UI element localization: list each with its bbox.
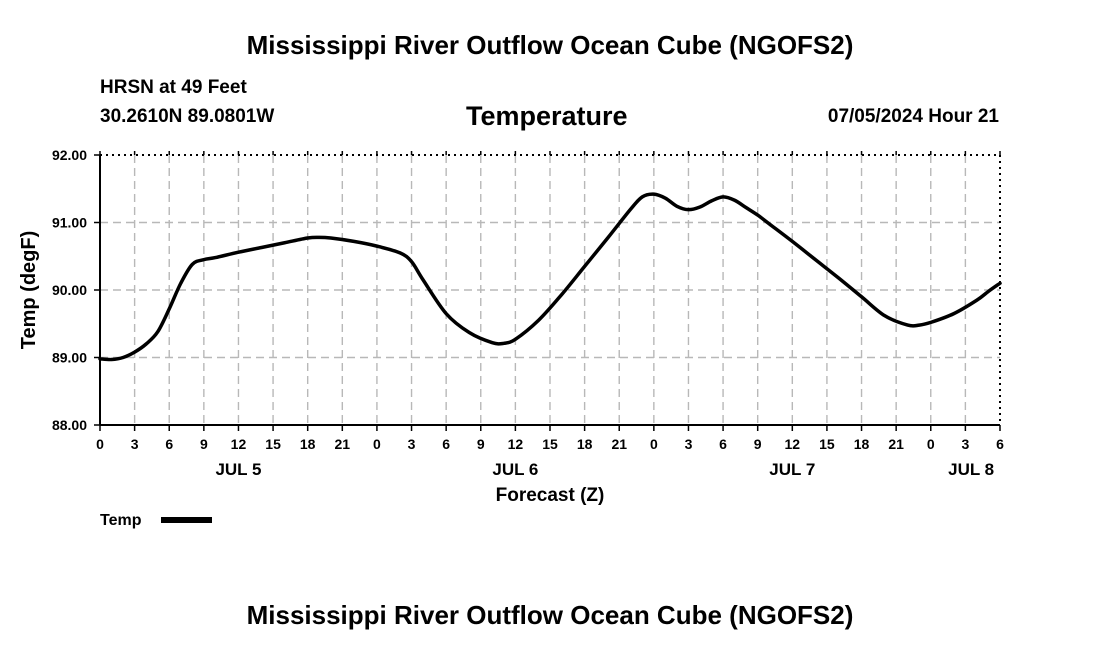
x-tick-label: 15 xyxy=(265,436,281,452)
chart-title: Temperature xyxy=(466,101,628,131)
legend: Temp xyxy=(100,512,212,529)
x-tick-label: 3 xyxy=(685,436,693,452)
x-axis-title: Forecast (Z) xyxy=(496,485,605,506)
grid xyxy=(100,155,1000,425)
x-axis: 0 3 6 9 12 15 18 21 0 3 6 9 12 15 18 21 0 3 6 9 12 15 18 21 0 3 6 xyxy=(96,151,1004,452)
x-tick-label: 12 xyxy=(785,436,801,452)
x-tick-label: 0 xyxy=(96,436,104,452)
x-tick-label: 15 xyxy=(542,436,558,452)
x-tick-label: 12 xyxy=(508,436,524,452)
y-tick-label: 92.00 xyxy=(52,147,87,163)
y-tick-label: 89.00 xyxy=(52,350,87,366)
x-tick-label: 9 xyxy=(200,436,208,452)
legend-label: Temp xyxy=(100,512,142,529)
x-tick-label: 15 xyxy=(819,436,835,452)
day-label: JUL 5 xyxy=(215,460,261,479)
footer-title: Mississippi River Outflow Ocean Cube (NG… xyxy=(246,600,854,630)
day-label: JUL 7 xyxy=(769,460,815,479)
x-tick-label: 18 xyxy=(854,436,870,452)
forecast-datetime: 07/05/2024 Hour 21 xyxy=(827,106,999,127)
coordinates-label: 30.2610N 89.0801W xyxy=(100,106,275,127)
y-axis-title: Temp (degF) xyxy=(18,231,40,350)
day-labels: JUL 5 JUL 6 JUL 7 JUL 8 xyxy=(215,460,994,479)
x-tick-label: 21 xyxy=(611,436,627,452)
x-tick-label: 6 xyxy=(442,436,450,452)
x-tick-label: 6 xyxy=(719,436,727,452)
x-tick-label: 6 xyxy=(165,436,173,452)
x-tick-label: 0 xyxy=(373,436,381,452)
x-tick-label: 21 xyxy=(335,436,351,452)
x-tick-label: 6 xyxy=(996,436,1004,452)
x-tick-label: 3 xyxy=(131,436,139,452)
day-label: JUL 8 xyxy=(948,460,994,479)
station-label: HRSN at 49 Feet xyxy=(100,77,247,98)
y-tick-label: 90.00 xyxy=(52,282,87,298)
legend-swatch xyxy=(161,517,212,523)
x-tick-label: 3 xyxy=(408,436,416,452)
y-tick-label: 91.00 xyxy=(52,215,87,231)
y-tick-label: 88.00 xyxy=(52,417,87,433)
temp-series-line xyxy=(98,192,1002,362)
x-tick-label: 12 xyxy=(231,436,247,452)
x-tick-label: 18 xyxy=(300,436,316,452)
x-tick-label: 0 xyxy=(927,436,935,452)
x-tick-label: 0 xyxy=(650,436,658,452)
x-tick-label: 21 xyxy=(888,436,904,452)
x-tick-label: 18 xyxy=(577,436,593,452)
x-tick-label: 9 xyxy=(477,436,485,452)
day-label: JUL 6 xyxy=(492,460,538,479)
x-tick-label: 9 xyxy=(754,436,762,452)
main-title: Mississippi River Outflow Ocean Cube (NG… xyxy=(246,30,854,60)
y-axis: 88.00 89.00 90.00 91.00 92.00 xyxy=(52,147,100,433)
x-tick-label: 3 xyxy=(961,436,969,452)
